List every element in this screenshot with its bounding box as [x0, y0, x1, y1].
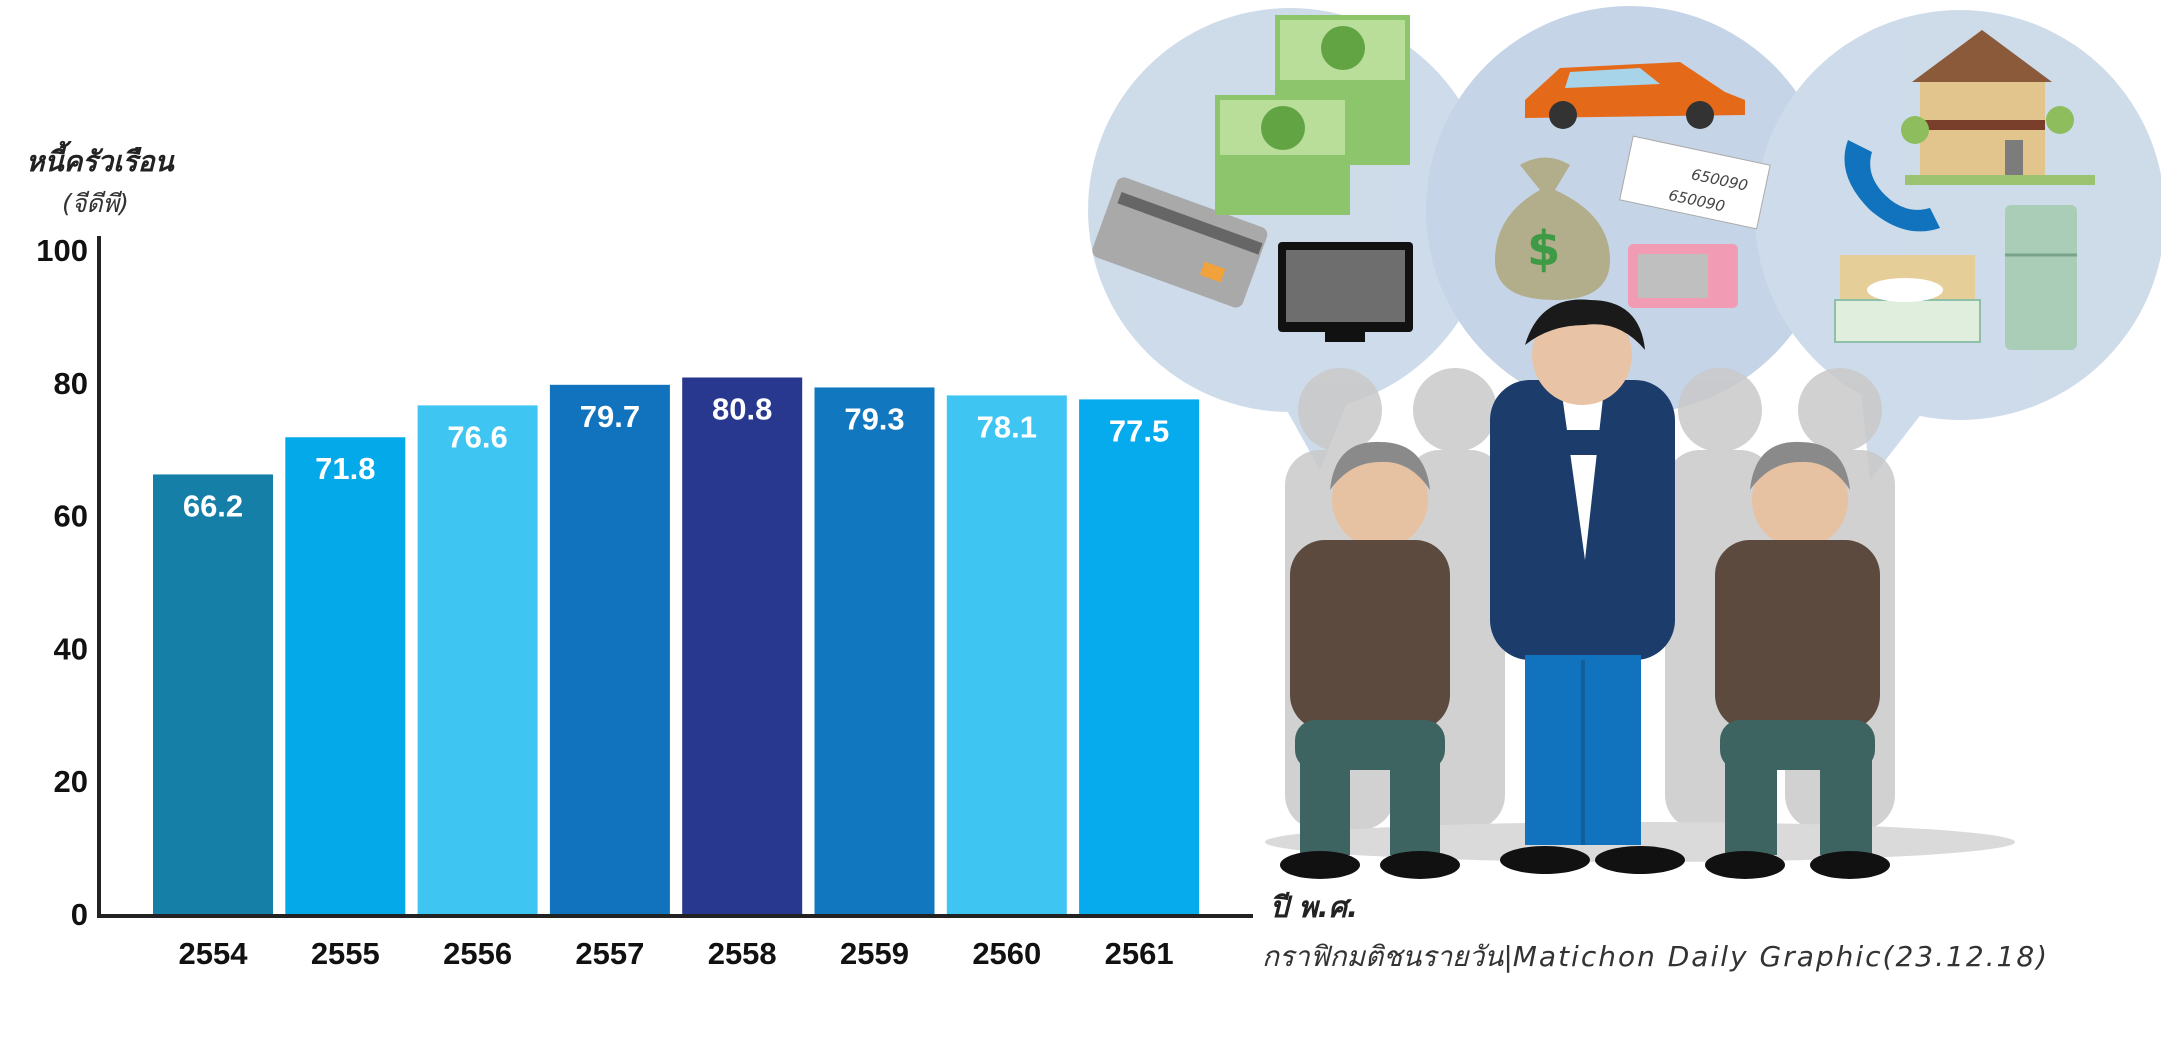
value-label-2561: 77.5 [1109, 413, 1169, 448]
y-tick-60: 60 [54, 499, 88, 534]
bar-2558 [682, 377, 803, 914]
bar-2559 [814, 387, 935, 914]
debt-illustration: $ 650090 650090 [1088, 6, 2161, 879]
bar-2557 [549, 384, 670, 914]
value-label-2559: 79.3 [844, 401, 904, 436]
x-tick-2554: 2554 [179, 936, 249, 971]
x-tick-2556: 2556 [443, 936, 512, 971]
value-label-2554: 66.2 [183, 488, 243, 523]
value-label-2557: 79.7 [580, 399, 640, 434]
value-label-2556: 76.6 [447, 419, 507, 454]
value-label-2558: 80.8 [712, 391, 772, 426]
money-stack-icon [1215, 15, 1410, 215]
value-label-2560: 78.1 [977, 409, 1037, 444]
svg-text:$: $ [1527, 221, 1560, 277]
x-tick-labels-group: 2554 2555 2556 2557 2558 2559 2560 2561 [179, 936, 1174, 971]
value-labels-group: 66.2 71.8 76.6 79.7 80.8 79.3 78.1 77.5 [183, 391, 1169, 523]
value-label-2555: 71.8 [315, 451, 375, 486]
y-tick-20: 20 [54, 764, 88, 799]
y-tick-100: 100 [36, 233, 88, 268]
credit-latin: Matichon Daily Graphic(23.12.18) [1512, 940, 2050, 973]
bill-icon: 650090 650090 [1619, 135, 1771, 230]
credit-thai: กราฟิกมติชนรายวัน [1262, 940, 1504, 973]
x-tick-2555: 2555 [311, 936, 380, 971]
sitting-man-right [1705, 441, 1890, 879]
bar-2556 [417, 405, 538, 914]
credit-card-icon [1092, 177, 1268, 308]
tv-icon [1278, 242, 1413, 342]
bar-2555 [285, 437, 406, 914]
x-tick-2561: 2561 [1105, 936, 1174, 971]
microwave-icon [1628, 244, 1738, 308]
phone-icon [1844, 140, 1940, 232]
y-tick-0: 0 [71, 897, 88, 932]
fridge-icon [2005, 205, 2077, 350]
y-axis-unit: (จีดีพี) [62, 189, 129, 218]
graphic-credit: กราฟิกมติชนรายวัน|Matichon Daily Graphic… [1262, 935, 2049, 979]
house-icon [1901, 30, 2095, 185]
bar-2554 [153, 474, 273, 914]
bar-2561 [1079, 399, 1200, 914]
bars-group [153, 377, 1200, 914]
standing-man [1490, 299, 1685, 874]
x-tick-2557: 2557 [575, 936, 644, 971]
car-icon [1525, 62, 1745, 129]
money-bag-icon: $ [1495, 157, 1610, 300]
y-tick-labels-group: 0 20 40 60 80 100 [36, 233, 88, 932]
bar-2560 [946, 395, 1067, 914]
x-tick-2559: 2559 [840, 936, 909, 971]
credit-separator: | [1503, 940, 1513, 973]
x-tick-2558: 2558 [708, 936, 777, 971]
sitting-man-left [1280, 441, 1460, 879]
x-tick-2560: 2560 [972, 936, 1041, 971]
bed-icon [1834, 255, 1981, 343]
y-tick-40: 40 [54, 631, 88, 666]
x-axis-label: ปี พ.ศ. [1270, 890, 1359, 924]
y-tick-80: 80 [54, 366, 88, 401]
y-axis-label: หนี้ครัวเรือน [26, 145, 174, 178]
